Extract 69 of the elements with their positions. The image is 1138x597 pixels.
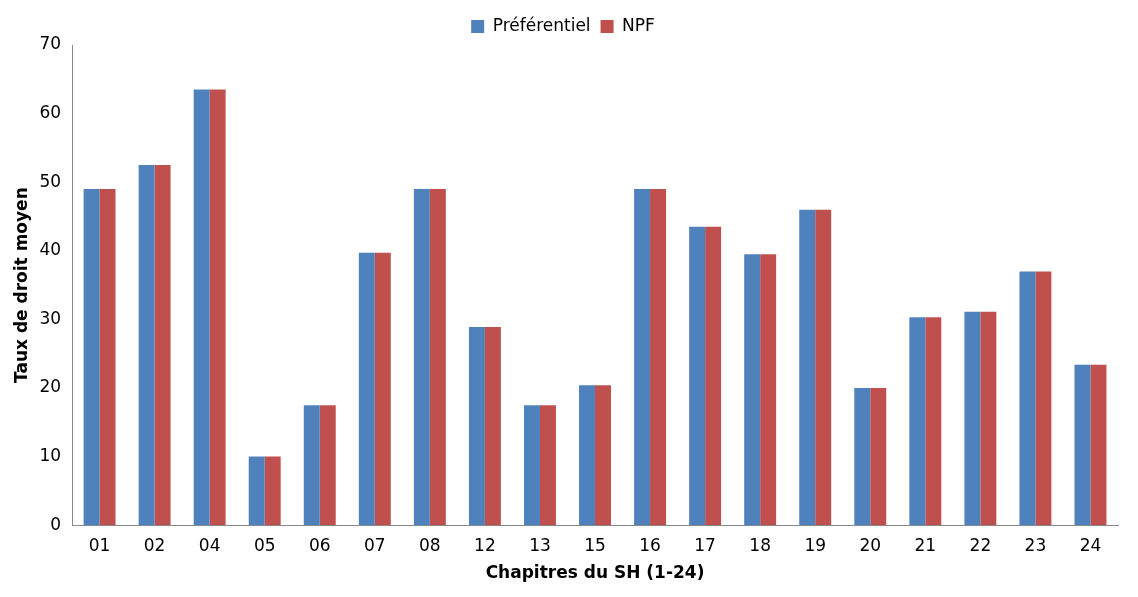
x-tick-label: 18: [749, 534, 771, 555]
x-tick-label: 16: [639, 534, 661, 555]
bar: [303, 405, 320, 526]
x-tick-label: 17: [694, 534, 716, 555]
bar: [154, 165, 171, 526]
bar: [83, 189, 100, 526]
x-tick-label: 23: [1024, 534, 1047, 555]
bar: [484, 326, 501, 526]
bar: [319, 405, 336, 526]
x-tick-label: 01: [88, 534, 111, 555]
x-tick-label: 07: [363, 534, 386, 555]
bar: [744, 254, 761, 526]
bar: [1035, 271, 1052, 526]
bar: [193, 89, 210, 526]
bar: [595, 385, 611, 526]
bar: [264, 456, 281, 526]
x-tick-label: 12: [474, 534, 496, 555]
x-tick-label: 19: [804, 534, 827, 555]
bar: [870, 388, 887, 526]
bar: [760, 254, 777, 526]
x-tick-label: 06: [308, 534, 331, 555]
y-tick-label: 70: [39, 33, 62, 54]
x-tick-label: 13: [529, 534, 551, 555]
y-axis-title: Taux de droit moyen: [10, 187, 31, 383]
bar: [799, 209, 816, 526]
y-tick-label: 50: [39, 170, 62, 191]
bar: [980, 311, 997, 526]
x-tick-label: 05: [253, 534, 276, 555]
legend-label: Préférentiel: [492, 14, 591, 35]
bar: [248, 456, 265, 526]
y-tick-label: 60: [39, 102, 62, 123]
bar: [524, 405, 540, 526]
bar: [689, 226, 706, 526]
x-tick-label: 04: [198, 534, 221, 555]
bar: [925, 317, 942, 526]
bar: [539, 405, 556, 526]
bar: [1019, 271, 1036, 526]
bar: [579, 385, 596, 526]
bar: [413, 189, 430, 526]
bar: [705, 226, 722, 526]
y-tick-label: 0: [50, 513, 62, 534]
x-tick-label: 08: [419, 534, 441, 555]
bar: [854, 388, 871, 526]
x-tick-label: 21: [914, 534, 937, 555]
bar: [964, 311, 981, 526]
bar: [909, 317, 926, 526]
bar: [374, 252, 391, 526]
legend-label: NPF: [622, 14, 655, 35]
x-tick-label: 15: [584, 534, 606, 555]
bar: [634, 189, 651, 526]
bar: [358, 252, 375, 526]
y-tick-label: 40: [39, 239, 62, 260]
bar: [1074, 364, 1091, 526]
bar: [1090, 364, 1107, 526]
x-tick-label: 20: [859, 534, 882, 555]
y-tick-label: 30: [39, 307, 62, 328]
x-tick-label: 22: [969, 534, 992, 555]
y-tick-label: 10: [39, 445, 62, 466]
bar: [815, 209, 832, 526]
y-tick-label: 20: [39, 376, 62, 397]
bar: [209, 89, 226, 526]
bar: [650, 189, 667, 526]
bar: [468, 326, 485, 526]
x-tick-label: 24: [1079, 534, 1102, 555]
bar: [429, 189, 446, 526]
x-axis-title: Chapitres du SH (1-24): [485, 562, 705, 583]
bar: [138, 165, 155, 526]
x-tick-label: 02: [143, 534, 166, 555]
bar: [99, 189, 116, 526]
